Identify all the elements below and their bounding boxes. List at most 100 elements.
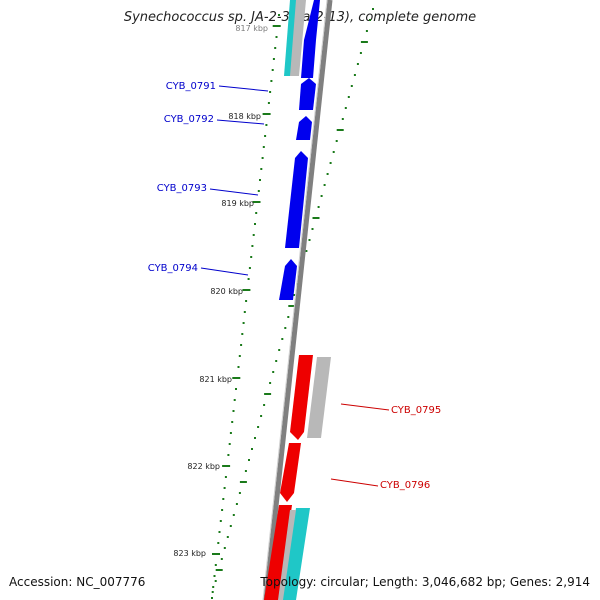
inner-tick (247, 278, 250, 280)
inner-tick (232, 410, 235, 412)
inner-tick (241, 333, 244, 335)
leader-cyb-0795 (340, 403, 390, 411)
outer-tick (254, 437, 256, 439)
outer-tick (260, 415, 263, 417)
cds-cyb-0794[interactable] (279, 259, 297, 300)
inner-tick (213, 575, 216, 577)
inner-tick (219, 520, 222, 522)
leader-cyb-0793 (209, 188, 259, 196)
inner-tick (251, 245, 254, 247)
inner-tick (214, 564, 217, 566)
inner-tick (235, 388, 237, 390)
kbp-label: 819 kbp (221, 199, 254, 208)
cds-red-lower[interactable] (264, 505, 292, 600)
inner-tick (221, 509, 224, 511)
inner-tick (272, 25, 281, 27)
outer-tick (323, 184, 326, 186)
outer-tick (332, 151, 335, 153)
inner-tick (267, 102, 270, 104)
inner-tick (245, 300, 248, 302)
outer-tick (257, 426, 260, 428)
outer-tick (220, 558, 223, 560)
cds-cyb-0796[interactable] (280, 443, 301, 502)
inner-tick (222, 498, 225, 500)
outer-tick (238, 492, 241, 494)
inner-tick (272, 58, 275, 60)
outer-tick (359, 52, 362, 54)
outer-tick (232, 514, 235, 516)
inner-tick (257, 190, 260, 192)
outer-tick (235, 503, 238, 505)
feature-gray[interactable] (290, 0, 306, 76)
outer-tick (308, 239, 311, 241)
inner-tick (269, 91, 272, 93)
outer-tick (263, 404, 266, 406)
outer-tick (214, 580, 217, 582)
inner-tick (212, 586, 215, 588)
outer-tick (341, 118, 344, 120)
inner-tick (229, 432, 232, 434)
inner-tick (212, 553, 220, 555)
outer-tick (226, 536, 229, 538)
outer-tick (317, 206, 320, 208)
outer-tick (320, 195, 323, 197)
inner-tick (265, 124, 268, 126)
inner-tick (240, 344, 243, 346)
outer-tick (369, 19, 371, 21)
inner-tick (242, 289, 251, 291)
inner-tick (270, 80, 273, 82)
inner-tick (242, 322, 245, 324)
inner-tick (262, 113, 271, 115)
outer-tick (248, 459, 250, 461)
inner-tick (222, 465, 231, 467)
outer-tick (372, 8, 374, 10)
kbp-label: 822 kbp (187, 462, 220, 471)
outer-tick (239, 481, 247, 483)
kbp-label: 823 kbp (173, 549, 206, 558)
cds-gray-lower[interactable] (278, 510, 296, 600)
outer-tick (344, 107, 347, 109)
gene-label-cyb-0795[interactable]: CYB_0795 (391, 405, 441, 416)
inner-tick (248, 267, 251, 269)
outer-tick (293, 294, 296, 296)
outer-tick (284, 327, 287, 329)
inner-tick (211, 597, 213, 599)
cds-cyb-0795[interactable] (290, 355, 313, 440)
inner-tick (223, 487, 226, 489)
outer-tick (281, 338, 284, 340)
cds-cyb-0792[interactable] (296, 116, 312, 140)
genome-backbone (263, 0, 333, 600)
gene-label-cyb-0794[interactable]: CYB_0794 (148, 263, 198, 274)
cds-cyb-0791[interactable] (299, 78, 316, 110)
outer-tick (353, 74, 356, 76)
gene-label-cyb-0793[interactable]: CYB_0793 (157, 183, 207, 194)
outer-tick (365, 30, 368, 32)
leader-cyb-0796 (330, 478, 379, 487)
outer-tick (329, 162, 332, 164)
inner-tick (231, 421, 234, 423)
outer-tick (311, 228, 314, 230)
gene-label-cyb-0796[interactable]: CYB_0796 (380, 480, 430, 491)
inner-tick (255, 212, 258, 214)
inner-tick (233, 399, 236, 401)
cds-cyan-lower[interactable] (282, 508, 310, 600)
cds-gray-0795[interactable] (307, 357, 331, 438)
outer-tick (269, 382, 272, 384)
outer-tick (251, 448, 253, 450)
cds-cyb-0793[interactable] (285, 151, 308, 248)
outer-tick (275, 360, 278, 362)
outer-tick (336, 129, 344, 131)
gene-label-cyb-0791[interactable]: CYB_0791 (166, 81, 216, 92)
outer-tick (278, 349, 281, 351)
cds-forward[interactable] (301, 0, 320, 78)
kbp-label: 821 kbp (199, 375, 232, 384)
inner-tick (224, 476, 227, 478)
gene-label-cyb-0792[interactable]: CYB_0792 (164, 114, 214, 125)
inner-tick (252, 201, 261, 203)
outer-tick (335, 140, 338, 142)
inner-tick (217, 542, 220, 544)
genome-summary-text: Topology: circular; Length: 3,046,682 bp… (260, 575, 590, 589)
outer-tick (305, 250, 308, 252)
inner-tick (227, 454, 230, 456)
